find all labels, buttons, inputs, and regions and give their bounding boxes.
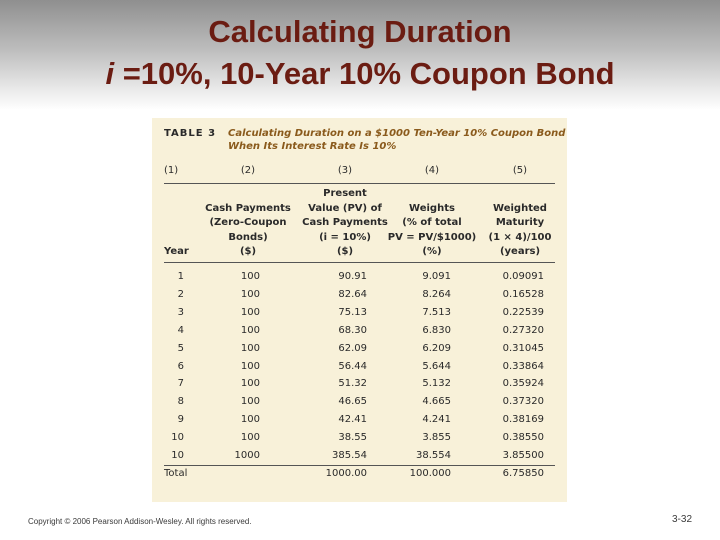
total-maturity: 6.75850 [502, 467, 544, 479]
cell: 62.09 [338, 342, 367, 354]
cell: 4.241 [422, 414, 451, 426]
column-header: Weighted [493, 202, 547, 214]
cell: 100 [240, 271, 260, 282]
header-background [0, 0, 720, 110]
cell: 10 [171, 450, 184, 461]
total-weights: 100.000 [409, 467, 451, 479]
column-number: (1) [164, 165, 179, 176]
column-header: (Zero-Coupon [209, 217, 287, 228]
cell: 38.55 [338, 432, 367, 444]
rule [164, 465, 555, 466]
cell: 51.32 [338, 378, 367, 390]
column-header: Maturity [495, 217, 545, 228]
column-header: (%) [422, 246, 442, 257]
cell: 82.64 [338, 288, 367, 300]
cell: 42.41 [338, 414, 367, 426]
cell: 2 [177, 288, 184, 300]
cell: 100 [240, 360, 260, 372]
rule [164, 183, 555, 184]
column-header: Bonds) [228, 231, 268, 243]
page-number: 3-32 [672, 514, 693, 525]
title-italic: i [105, 56, 115, 91]
cell: 5.644 [422, 360, 451, 372]
title-line1: Calculating Duration [208, 14, 512, 49]
cell: 1 [177, 271, 184, 282]
cell: 3 [177, 306, 184, 318]
column-header: (i = 10%) [319, 231, 371, 243]
table: TABLE 3 Calculating Duration on a $1000 T… [152, 118, 567, 502]
cell: 385.54 [332, 450, 367, 461]
table-caption: When Its Interest Rate Is 10% [228, 141, 397, 152]
column-header: (% of total [402, 217, 462, 228]
cell: 68.30 [338, 324, 367, 336]
cell: 100 [240, 306, 260, 318]
cell: 10 [171, 432, 184, 444]
column-header: PV = PV/$1000) [387, 231, 477, 243]
column-header: Weights [409, 202, 455, 214]
cell: 1000 [234, 450, 260, 461]
cell: 3.85500 [502, 450, 544, 461]
cell: 0.09091 [502, 271, 544, 282]
column-header: Value (PV) of [308, 202, 382, 214]
cell: 4 [177, 324, 184, 336]
column-header: Cash Payments [302, 217, 388, 228]
column-header: ($) [336, 246, 354, 257]
title-rest: =10%, 10-Year 10% Coupon Bond [114, 56, 615, 91]
rule [164, 262, 555, 263]
column-header: ($) [239, 246, 257, 257]
cell: 6 [177, 360, 184, 372]
copyright: Copyright © 2006 Pearson Addison-Wesley.… [28, 517, 252, 526]
cell: 100 [240, 432, 260, 444]
cell: 100 [240, 414, 260, 426]
cell: 100 [240, 324, 260, 336]
column-header: Cash Payments [205, 202, 291, 214]
table-label: TABLE 3 [164, 128, 217, 139]
cell: 0.33864 [502, 360, 544, 372]
title-line2: i =10%, 10-Year 10% Coupon Bond [0, 56, 720, 92]
cell: 100 [240, 378, 260, 390]
cell: 100 [240, 288, 260, 300]
cell: 3.855 [422, 432, 451, 444]
column-number: (4) [424, 165, 440, 176]
cell: 7.513 [422, 306, 451, 318]
cell: 0.16528 [502, 288, 544, 300]
cell: 8.264 [422, 288, 451, 300]
cell: 38.554 [416, 450, 451, 461]
total-label: Total [164, 467, 188, 479]
column-number: (5) [512, 165, 528, 176]
cell: 0.31045 [502, 342, 544, 354]
cell: 0.38550 [502, 432, 544, 444]
cell: 0.38169 [502, 414, 544, 426]
cell: 7 [177, 378, 184, 390]
cell: 6.209 [422, 342, 451, 354]
column-header: Year [164, 246, 189, 257]
cell: 90.91 [338, 271, 367, 282]
cell: 0.37320 [502, 396, 544, 408]
cell: 5 [177, 342, 184, 354]
cell: 56.44 [338, 360, 367, 372]
cell: 100 [240, 342, 260, 354]
cell: 6.830 [422, 324, 451, 336]
column-number: (2) [240, 165, 256, 176]
column-header: (1 × 4)/100 [488, 231, 552, 243]
cell: 46.65 [338, 396, 367, 408]
cell: 8 [177, 396, 184, 408]
column-header: Present [323, 188, 367, 199]
cell: 5.132 [422, 378, 451, 390]
total-pv: 1000.00 [325, 467, 367, 479]
table-caption: Calculating Duration on a $1000 Ten-Year… [228, 128, 566, 139]
cell: 9 [177, 414, 184, 426]
column-number: (3) [337, 165, 353, 176]
cell: 100 [240, 396, 260, 408]
cell: 75.13 [338, 306, 367, 318]
cell: 4.665 [422, 396, 451, 408]
column-header: (years) [499, 246, 541, 257]
cell: 0.27320 [502, 324, 544, 336]
cell: 0.35924 [502, 378, 544, 390]
cell: 9.091 [422, 271, 451, 282]
cell: 0.22539 [502, 306, 544, 318]
